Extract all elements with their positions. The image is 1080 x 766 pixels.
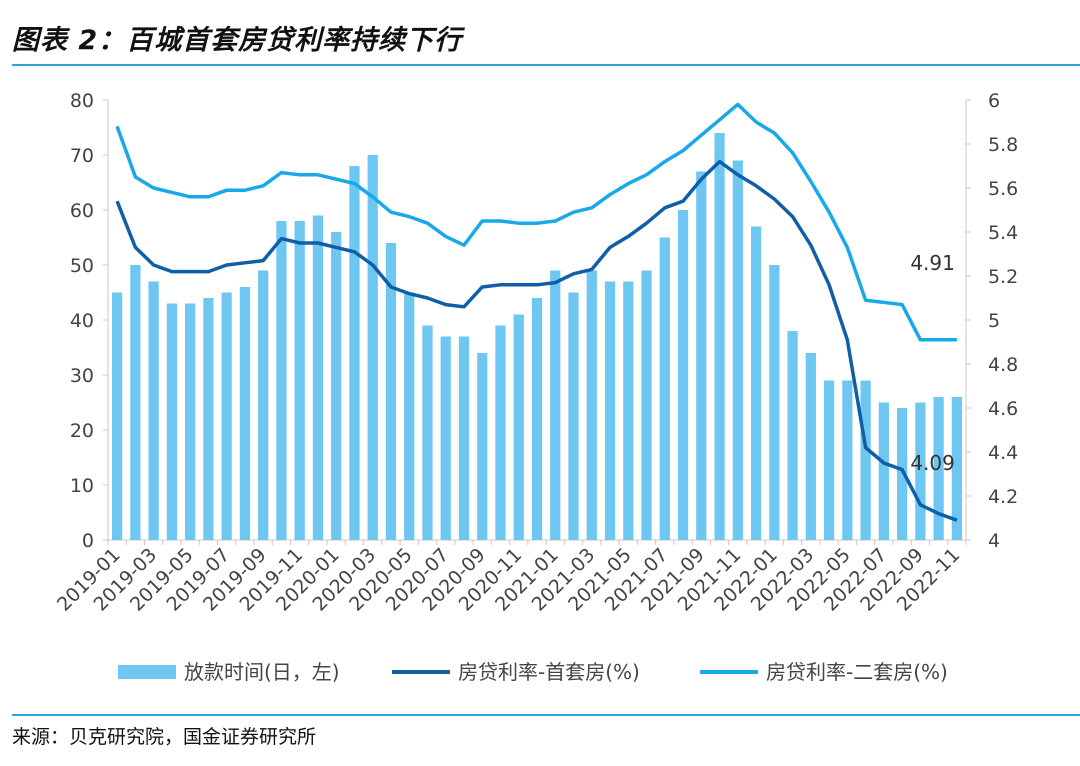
bar-lending-days: [604, 281, 616, 540]
bar-lending-days: [385, 243, 397, 540]
bar-lending-days: [531, 298, 543, 540]
bar-lending-days: [166, 303, 178, 540]
bar-lending-days: [185, 303, 196, 540]
right-tick-label: 5.6: [988, 178, 1018, 200]
bar-lending-days: [951, 397, 962, 540]
bar-lending-days: [896, 408, 908, 540]
bar-lending-days: [440, 336, 451, 540]
bar-lending-days: [294, 221, 305, 540]
bar-lending-days: [477, 353, 488, 540]
bar-lending-days: [659, 237, 670, 540]
legend-swatch-bars: [118, 665, 176, 679]
bar-lending-days: [586, 270, 597, 540]
legend-label: 房贷利率-首套房(%): [458, 660, 640, 684]
bar-lending-days: [787, 331, 798, 540]
right-tick-label: 5.2: [988, 266, 1018, 288]
bar-lending-days: [331, 232, 342, 540]
bar-lending-days: [513, 314, 524, 540]
legend-label: 房贷利率-二套房(%): [766, 660, 948, 684]
bar-lending-days: [568, 292, 579, 540]
left-tick-label: 50: [70, 255, 94, 277]
title-rule: [12, 64, 1080, 66]
bar-lending-days: [732, 160, 743, 540]
bar-lending-days: [422, 325, 433, 540]
bar-lending-days: [404, 292, 415, 540]
combo-chart: 0 10 20 30 40 50 60 70 80 4 4.2 4.4 4.6 4.8 5 5.2 5.4 5.6…: [53, 90, 1018, 684]
bar-lending-days: [842, 380, 853, 540]
left-tick-label: 70: [70, 145, 94, 167]
bar-lending-days: [915, 402, 926, 540]
right-tick-label: 4.6: [988, 398, 1018, 420]
first-home-rate-line: [115, 159, 958, 522]
left-tick-label: 80: [70, 90, 94, 112]
right-tick-label: 4.2: [988, 486, 1018, 508]
annotation-label: 4.91: [910, 251, 955, 275]
right-tick-label: 6: [988, 90, 1000, 112]
left-tick-label: 0: [82, 530, 94, 552]
bar-lending-days: [258, 270, 269, 540]
bar-lending-days: [696, 171, 707, 540]
bar-lending-days: [239, 287, 251, 540]
right-tick-label: 5.4: [988, 222, 1018, 244]
bar-lending-days: [112, 292, 123, 540]
bar-lending-days: [495, 325, 506, 540]
right-tick-label: 5.8: [988, 134, 1018, 156]
left-tick-label: 30: [70, 365, 94, 387]
legend-label: 放款时间(日，左): [184, 660, 340, 684]
second-home-rate-line: [115, 102, 957, 342]
left-tick-label: 40: [70, 310, 94, 332]
bar-lending-days: [221, 292, 232, 540]
left-tick-label: 10: [70, 475, 94, 497]
bar-lending-days: [276, 221, 287, 540]
right-tick-label: 5: [988, 310, 1000, 332]
bar-lending-days: [878, 402, 889, 540]
figure-title: 图表 2：百城首套房贷利率持续下行: [12, 25, 463, 56]
bar-lending-days: [750, 226, 762, 540]
bar-lending-days: [203, 298, 214, 540]
bar-lending-days: [130, 265, 141, 540]
bar-lending-days: [148, 281, 159, 540]
source-note: 来源：贝克研究院，国金证券研究所: [12, 726, 317, 748]
right-tick-label: 4: [988, 530, 1000, 552]
bar-lending-days: [769, 265, 780, 540]
bar-lending-days: [933, 397, 944, 540]
source-rule: [12, 714, 1080, 716]
bar-lending-days: [677, 210, 689, 540]
annotation-label: 4.09: [910, 451, 955, 475]
bar-lending-days: [823, 380, 835, 540]
bar-lending-days: [805, 353, 816, 540]
bar-lending-days: [349, 166, 360, 540]
bar-lending-days: [550, 270, 561, 540]
bar-lending-days: [312, 215, 324, 540]
right-tick-label: 4.8: [988, 354, 1018, 376]
bar-lending-days: [367, 155, 378, 540]
bar-lending-days: [458, 336, 470, 540]
left-tick-label: 20: [70, 420, 94, 442]
bar-lending-days: [714, 133, 725, 540]
left-tick-label: 60: [70, 200, 94, 222]
right-tick-label: 4.4: [988, 442, 1018, 464]
bar-lending-days: [860, 380, 871, 540]
bar-lending-days: [623, 281, 634, 540]
bar-lending-days: [641, 270, 652, 540]
